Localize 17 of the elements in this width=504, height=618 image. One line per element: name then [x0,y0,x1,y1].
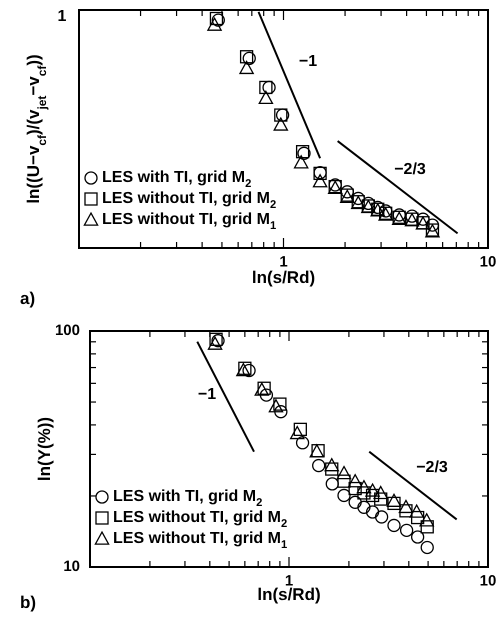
legend-label: LES without TI, grid M$_{2}$ [102,190,276,211]
legend-label: LES without TI, grid M$_{1}$ [102,211,276,232]
x-axis-title: ln(s/Rd) [257,585,321,604]
annotation: −1 [298,53,318,70]
text: a) [20,289,36,308]
text: b) [20,593,36,612]
x-axis-title: ln(s/Rd) [252,268,316,287]
annotation: −1 [198,386,216,404]
y-axis-title: ln(Y(%)) [35,416,54,482]
annotation: −2/3 [394,161,426,178]
legend-label: LES with TI, grid M$_{2}$ [113,488,262,509]
legend-label: LES without TI, grid M$_{1}$ [113,530,288,551]
y-tick-label: 100 [54,322,80,339]
annotation: −2/3 [416,459,448,476]
legend-label: LES with TI, grid M$_{2}$ [102,169,252,190]
legend-label: LES without TI, grid M$_{2}$ [113,509,288,530]
text: 1 [58,8,67,26]
